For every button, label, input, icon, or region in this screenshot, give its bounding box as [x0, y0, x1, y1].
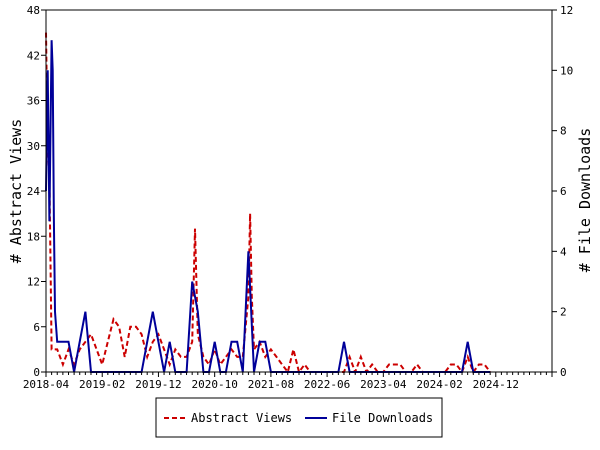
y-right-tick-label: 12 — [560, 4, 573, 17]
y-left-tick-label: 6 — [33, 321, 40, 334]
y-right-axis-title: # File Downloads — [576, 128, 594, 273]
x-tick-label: 2022-06 — [304, 378, 350, 391]
y-right-tick-label: 6 — [560, 185, 567, 198]
y-left-axis-title: # Abstract Views — [7, 119, 25, 264]
legend-box — [155, 397, 443, 438]
y-left-tick-label: 0 — [33, 366, 40, 379]
legend-label-file-downloads: File Downloads — [332, 411, 433, 425]
y-right-tick-label: 8 — [560, 125, 567, 138]
legend: Abstract Views File Downloads — [155, 397, 443, 438]
y-right-tick-label: 10 — [560, 64, 573, 77]
x-tick-label: 2019-12 — [135, 378, 181, 391]
x-tick-label: 2024-02 — [416, 378, 462, 391]
y-left-tick-label: 36 — [27, 95, 40, 108]
series-line-abstract-views — [45, 32, 491, 375]
x-tick-label: 2019-02 — [79, 378, 125, 391]
y-left-tick-label: 42 — [27, 49, 40, 62]
legend-label-abstract-views: Abstract Views — [191, 411, 292, 425]
y-right-tick-label: 4 — [560, 245, 567, 258]
y-left-tick-label: 48 — [27, 4, 40, 17]
y-left-tick-label: 18 — [27, 230, 40, 243]
x-tick-label: 2024-12 — [473, 378, 519, 391]
x-tick-label: 2023-04 — [360, 378, 407, 391]
plot-area — [46, 10, 552, 372]
y-left-tick-label: 24 — [27, 185, 41, 198]
y-left-tick-label: 30 — [27, 140, 40, 153]
x-tick-label: 2021-08 — [248, 378, 294, 391]
y-left-tick-label: 12 — [27, 276, 40, 289]
x-tick-label: 2020-10 — [191, 378, 237, 391]
y-right-tick-label: 0 — [560, 366, 567, 379]
y-right-tick-label: 2 — [560, 306, 567, 319]
x-tick-label: 2018-04 — [23, 378, 70, 391]
